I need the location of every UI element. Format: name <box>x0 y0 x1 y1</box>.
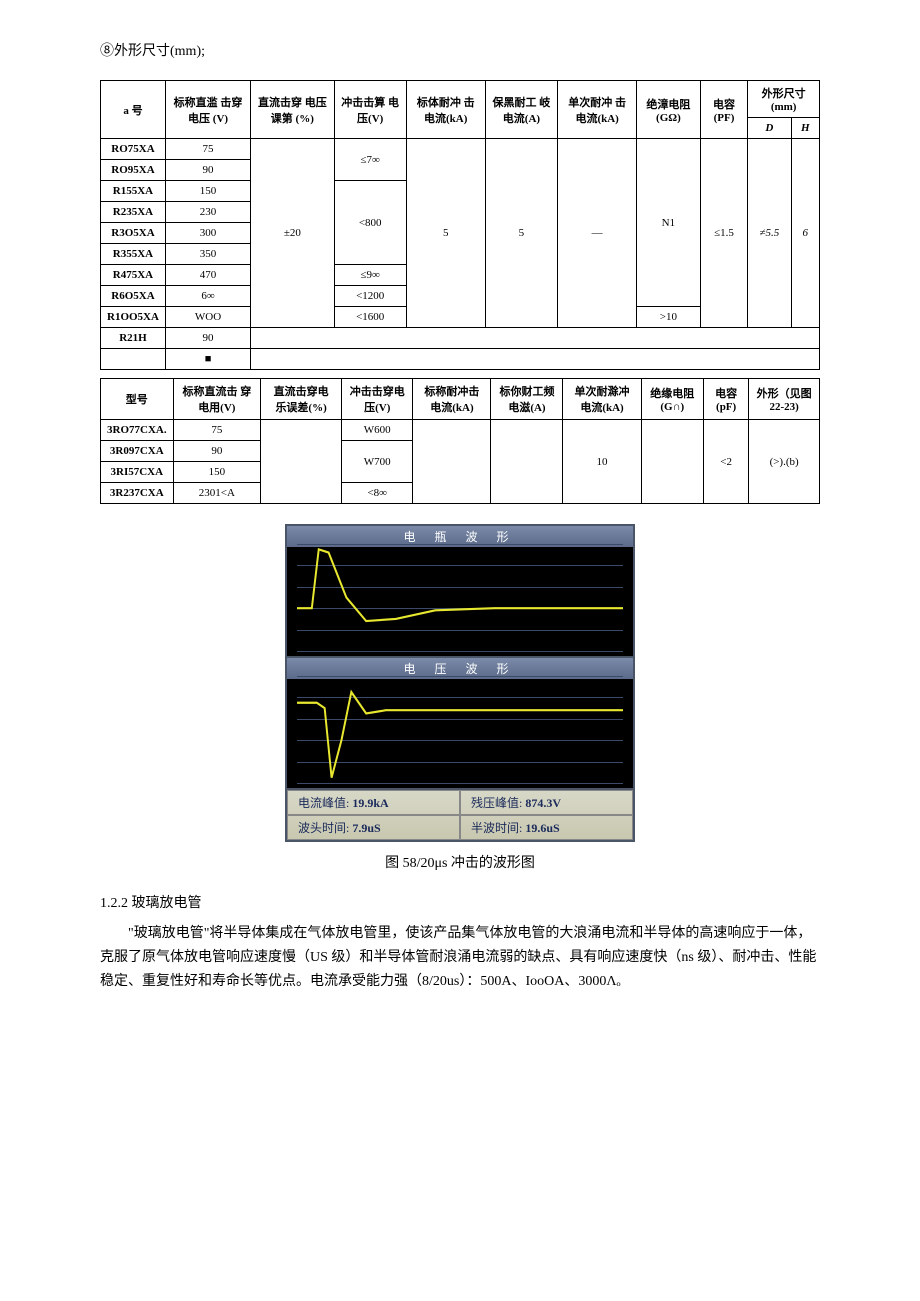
body-paragraph: "玻璃放电管"将半导体集成在气体放电管里，使该产品集气体放电管的大浪涌电流和半导… <box>100 922 820 993</box>
th-gohm: 绝漳电阻 (GΩ) <box>637 81 701 139</box>
figure-caption: 图 58/20μs 冲击的波形图 <box>100 852 820 872</box>
table-row: R355XA <box>101 244 166 265</box>
th-h: H <box>791 118 820 139</box>
cell: 5 <box>485 139 558 328</box>
stat-half-time: 半波时间: 19.6uS <box>460 815 633 840</box>
current-trace <box>297 544 623 651</box>
th: 单次耐滁冲 电流(kA) <box>563 379 641 420</box>
th-tol: 直流击穿 电压课第 (%) <box>251 81 334 139</box>
cell: 10 <box>563 420 641 504</box>
cell: 75 <box>165 139 250 160</box>
table-row: RO75XA <box>101 139 166 160</box>
table-row: RO95XA <box>101 160 166 181</box>
table-row: R1OO5XA <box>101 307 166 328</box>
table-row: 3R237CXA <box>101 483 174 504</box>
th: 标称耐冲击 电流(kA) <box>413 379 491 420</box>
cell <box>413 420 491 504</box>
stat-current-peak: 电流峰值: 19.9kA <box>287 790 460 815</box>
cell: 2301<A <box>173 483 260 504</box>
th-ka2: 保黑耐工 岐电流(A) <box>485 81 558 139</box>
th-ka1: 标体耐冲 击电流(kA) <box>406 81 485 139</box>
voltage-trace <box>297 676 623 783</box>
cell: ≤1.5 <box>700 139 748 328</box>
cell: 350 <box>165 244 250 265</box>
cell: 6 <box>791 139 820 328</box>
cell: 150 <box>173 462 260 483</box>
current-waveform-panel: 电 瓶 波 形 <box>287 526 633 656</box>
table-row: 3RO77CXA. <box>101 420 174 441</box>
table-row: R475XA <box>101 265 166 286</box>
cell: ≤9∞ <box>334 265 406 286</box>
table-row: R6O5XA <box>101 286 166 307</box>
cell: 75 <box>173 420 260 441</box>
cell: — <box>558 139 637 328</box>
th-model: a 号 <box>101 81 166 139</box>
stat-rise-time: 波头时间: 7.9uS <box>287 815 460 840</box>
th: 冲击击穿电 压(V) <box>342 379 413 420</box>
voltage-waveform-panel: 电 压 波 形 <box>287 658 633 788</box>
cell <box>251 328 820 349</box>
oscilloscope-figure: 电 瓶 波 形 电 压 波 形 电流峰值: 19.9kA 残压峰值: 874.3… <box>285 524 635 842</box>
cell: ≤7∞ <box>334 139 406 181</box>
cell: <2 <box>704 420 749 504</box>
stat-voltage-peak: 残压峰值: 874.3V <box>460 790 633 815</box>
cell: 230 <box>165 202 250 223</box>
th: 型号 <box>101 379 174 420</box>
table-row: R3O5XA <box>101 223 166 244</box>
cell: 90 <box>165 160 250 181</box>
th: 电容(pF) <box>704 379 749 420</box>
th: 外形（见图 22-23) <box>749 379 820 420</box>
spec-table-1: a 号 标称直滥 击穿电压 (V) 直流击穿 电压课第 (%) 冲击击算 电压(… <box>100 80 820 370</box>
th: 标称直流击 穿电用(V) <box>173 379 260 420</box>
cell: 90 <box>165 328 250 349</box>
table-row: R21H <box>101 328 166 349</box>
cell: WOO <box>165 307 250 328</box>
grid <box>297 544 623 651</box>
cell: 470 <box>165 265 250 286</box>
table-row: 3RI57CXA <box>101 462 174 483</box>
th-ka3: 单次耐冲 击电流(kA) <box>558 81 637 139</box>
cell: W600 <box>342 420 413 441</box>
cell: <8∞ <box>342 483 413 504</box>
cell: 5 <box>406 139 485 328</box>
cell: ±20 <box>251 139 334 328</box>
cell <box>101 349 166 370</box>
th: 标你财工频 电滋(A) <box>491 379 563 420</box>
cell: W700 <box>342 441 413 483</box>
th-d: D <box>748 118 791 139</box>
th-v: 标称直滥 击穿电压 (V) <box>165 81 250 139</box>
oscilloscope-stats: 电流峰值: 19.9kA 残压峰值: 874.3V 波头时间: 7.9uS 半波… <box>287 790 633 840</box>
table-row: R155XA <box>101 181 166 202</box>
spec-table-2: 型号 标称直流击 穿电用(V) 直流击穿电 乐误差(%) 冲击击穿电 压(V) … <box>100 378 820 504</box>
table-row: 3R097CXA <box>101 441 174 462</box>
cell <box>641 420 703 504</box>
th: 绝缘电阻 (G∩) <box>641 379 703 420</box>
cell: <1200 <box>334 286 406 307</box>
cell: 90 <box>173 441 260 462</box>
cell: ≠5.5 <box>748 139 791 328</box>
th: 直流击穿电 乐误差(%) <box>261 379 342 420</box>
cell: <800 <box>334 181 406 265</box>
cell: ■ <box>165 349 250 370</box>
cell <box>251 349 820 370</box>
grid <box>297 676 623 783</box>
table1-body: RO75XA 75 ±20 ≤7∞ 5 5 — N1 ≤1.5 ≠5.5 6 R… <box>101 139 820 370</box>
th-pf: 电容 (PF) <box>700 81 748 139</box>
section-heading: 1.2.2 玻璃放电管 <box>100 892 820 912</box>
table-row: R235XA <box>101 202 166 223</box>
cell: 300 <box>165 223 250 244</box>
cell: >10 <box>637 307 701 328</box>
th-dim: 外形尺寸 (mm) <box>748 81 820 118</box>
intro-text: ⑧外形尺寸(mm); <box>100 40 820 60</box>
cell: (>).(b) <box>749 420 820 504</box>
cell: N1 <box>637 139 701 307</box>
cell: 150 <box>165 181 250 202</box>
cell <box>491 420 563 504</box>
cell: <1600 <box>334 307 406 328</box>
th-imp: 冲击击算 电压(V) <box>334 81 406 139</box>
cell <box>261 420 342 504</box>
cell: 6∞ <box>165 286 250 307</box>
